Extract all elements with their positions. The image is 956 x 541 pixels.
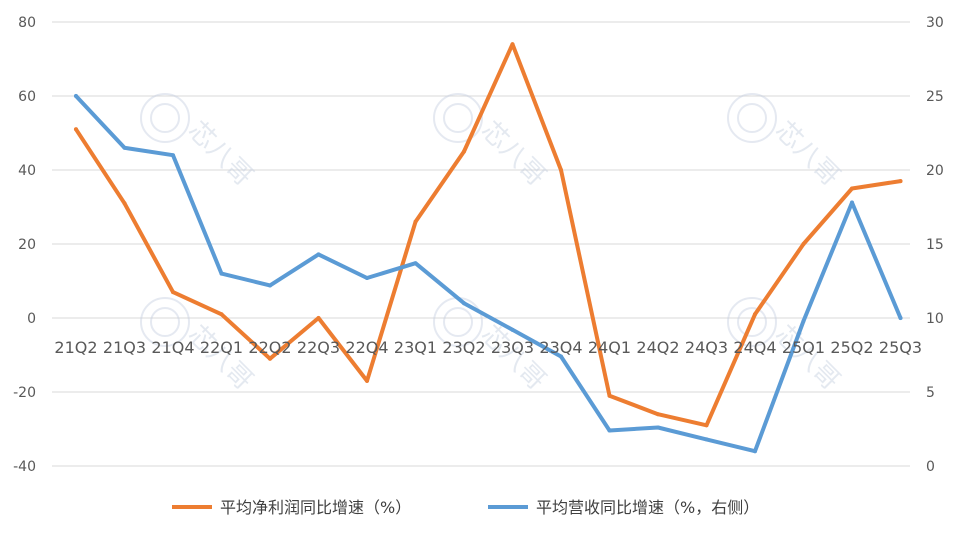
data-point [656, 426, 660, 430]
category-label: 24Q2 [636, 338, 679, 357]
data-point [74, 94, 78, 98]
right-tick-label: 5 [926, 385, 935, 401]
left-tick-label: 60 [18, 89, 36, 105]
data-point [899, 179, 903, 183]
watermark-text: 芯八哥 [182, 116, 258, 192]
data-point [608, 394, 612, 398]
category-label: 25Q3 [879, 338, 922, 357]
data-point [462, 301, 466, 305]
data-point [171, 153, 175, 157]
data-point [705, 423, 709, 427]
legend-item: 平均净利润同比增速（%） [172, 498, 411, 517]
data-point [123, 146, 127, 150]
right-tick-label: 15 [926, 237, 944, 253]
left-tick-label: 80 [18, 15, 36, 31]
data-point [802, 319, 806, 323]
right-y-axis: 0 5 10 15 20 25 30 [926, 15, 944, 475]
category-label: 23Q1 [394, 338, 437, 357]
category-label: 23Q4 [539, 338, 582, 357]
left-tick-label: -40 [13, 459, 36, 475]
category-label: 22Q2 [248, 338, 291, 357]
data-point [656, 412, 660, 416]
watermark-logo [728, 94, 776, 142]
data-point [753, 312, 757, 316]
data-point [74, 127, 78, 131]
series-line [76, 44, 901, 425]
data-point [220, 272, 224, 276]
watermark-text: 芯八哥 [182, 320, 258, 396]
data-point [899, 316, 903, 320]
data-point [850, 187, 854, 191]
data-point [511, 42, 515, 46]
category-label: 22Q3 [297, 338, 340, 357]
right-tick-label: 0 [926, 459, 935, 475]
legend-label: 平均营收同比增速（%，右侧） [536, 498, 759, 517]
data-point [414, 220, 418, 224]
watermark-logo-inner [151, 308, 179, 336]
category-label: 23Q3 [491, 338, 534, 357]
watermark-text: 芯八哥 [475, 116, 551, 192]
data-point [268, 357, 272, 361]
left-tick-label: -20 [13, 385, 36, 401]
left-tick-label: 20 [18, 237, 36, 253]
data-point [171, 290, 175, 294]
gridlines [52, 22, 910, 466]
category-label: 23Q2 [442, 338, 485, 357]
data-point [462, 150, 466, 154]
data-point [365, 276, 369, 280]
data-point [802, 242, 806, 246]
right-tick-label: 10 [926, 311, 944, 327]
data-point [850, 201, 854, 205]
data-point [365, 379, 369, 383]
right-tick-label: 20 [926, 163, 944, 179]
watermark: 芯八哥 [141, 94, 258, 192]
left-tick-label: 40 [18, 163, 36, 179]
left-y-axis: -40 -20 0 20 40 60 80 [13, 15, 36, 475]
data-point [511, 328, 515, 332]
data-point [559, 168, 563, 172]
watermark-logo-inner [444, 104, 472, 132]
legend-item: 平均营收同比增速（%，右侧） [488, 498, 759, 517]
category-label: 21Q2 [54, 338, 97, 357]
data-point [753, 449, 757, 453]
watermark-logo-inner [444, 308, 472, 336]
data-point [414, 261, 418, 265]
right-tick-label: 25 [926, 89, 944, 105]
watermark-logo [434, 94, 482, 142]
right-tick-label: 30 [926, 15, 944, 31]
data-point [317, 316, 321, 320]
watermark-text: 芯八哥 [769, 116, 845, 192]
watermark-logo [141, 94, 189, 142]
data-point [268, 283, 272, 287]
data-point [123, 201, 127, 205]
category-label: 21Q4 [151, 338, 194, 357]
legend-label: 平均净利润同比增速（%） [220, 498, 411, 517]
category-label: 22Q1 [200, 338, 243, 357]
category-label: 25Q2 [830, 338, 873, 357]
legend: 平均净利润同比增速（%） 平均营收同比增速（%，右侧） [172, 498, 759, 517]
watermark: 芯八哥 [434, 94, 551, 192]
category-label: 25Q1 [782, 338, 825, 357]
watermark: 芯八哥 [728, 94, 845, 192]
left-tick-label: 0 [27, 311, 36, 327]
watermark-logo-inner [738, 104, 766, 132]
data-point [317, 252, 321, 256]
category-label: 21Q3 [103, 338, 146, 357]
watermark-logo-inner [151, 104, 179, 132]
category-label: 24Q4 [733, 338, 776, 357]
data-point [705, 437, 709, 441]
category-label: 24Q1 [588, 338, 631, 357]
category-label: 24Q3 [685, 338, 728, 357]
category-label: 22Q4 [345, 338, 388, 357]
data-point [608, 428, 612, 432]
data-point [220, 312, 224, 316]
